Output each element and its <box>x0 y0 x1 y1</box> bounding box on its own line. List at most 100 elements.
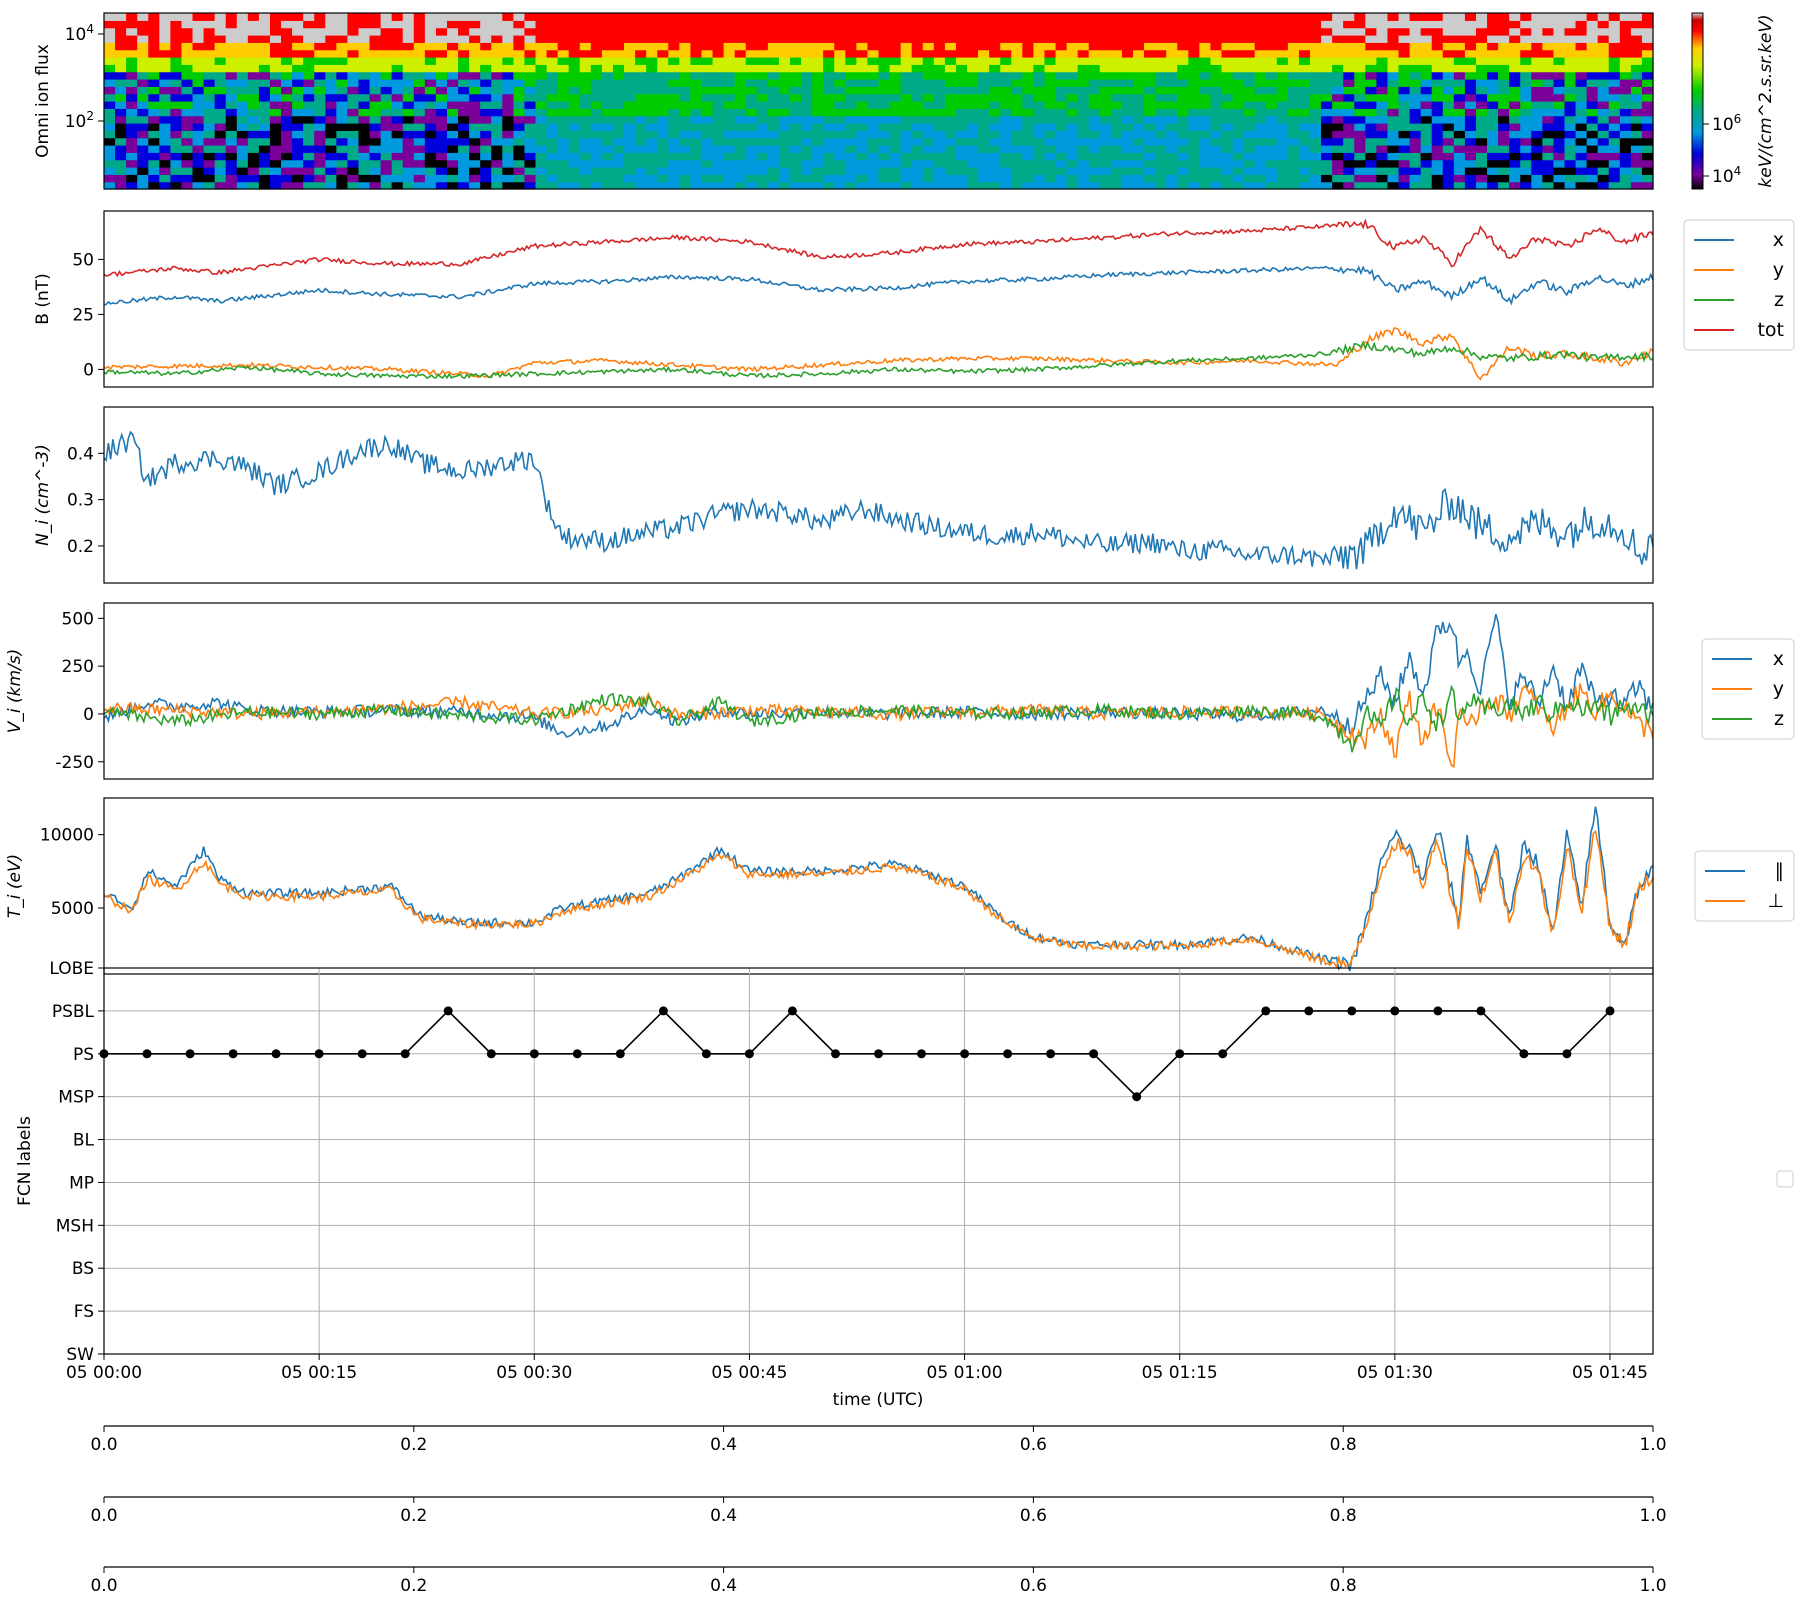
spectrogram-cell <box>856 13 869 21</box>
spectrogram-cell <box>933 167 946 175</box>
spectrogram-cell <box>723 57 736 65</box>
spectrogram-cell <box>723 42 736 51</box>
spectrogram-cell <box>1431 79 1444 87</box>
spectrogram-cell <box>590 86 603 95</box>
spectrogram-cell <box>967 71 979 80</box>
spectrogram-cell <box>646 57 658 65</box>
spectrogram-cell <box>181 123 194 131</box>
spectrogram-cell <box>402 101 415 109</box>
spectrogram-cell <box>1531 167 1543 175</box>
spectrogram-cell <box>314 167 326 175</box>
spectrogram-cell <box>181 108 194 117</box>
spectrogram-cell <box>635 108 647 117</box>
spectrogram-cell <box>458 152 470 161</box>
spectrogram-cell <box>1210 137 1223 146</box>
x-tick-label: 0.0 <box>90 1435 117 1455</box>
spectrogram-cell <box>225 49 238 58</box>
spectrogram-cell <box>469 123 481 131</box>
spectrogram-cell <box>1298 57 1311 65</box>
spectrogram-cell <box>115 130 127 139</box>
spectrogram-cell <box>126 13 138 21</box>
spectrogram-cell <box>1110 27 1123 36</box>
spectrogram-cell <box>413 71 426 80</box>
x-tick-label: 05 01:45 <box>1572 1363 1648 1383</box>
spectrogram-cell <box>1033 86 1046 95</box>
spectrogram-cell <box>258 64 271 73</box>
spectrogram-cell <box>712 57 725 65</box>
spectrogram-cell <box>1199 101 1212 109</box>
spectrogram-cell <box>435 13 448 21</box>
spectrogram-cell <box>1099 35 1112 43</box>
spectrogram-cell <box>115 42 127 51</box>
spectrogram-cell <box>247 42 260 51</box>
spectrogram-cell <box>801 71 813 80</box>
spectrogram-cell <box>1575 152 1588 161</box>
spectrogram-cell <box>303 152 315 161</box>
spectrogram-cell <box>458 137 470 146</box>
spectrogram-cell <box>812 123 824 131</box>
spectrogram-cell <box>1121 130 1134 139</box>
spectrogram-cell <box>712 159 725 168</box>
spectrogram-cell <box>1630 20 1643 29</box>
spectrogram-cell <box>867 57 880 65</box>
spectrogram-cell <box>933 123 946 131</box>
spectrogram-cell <box>1199 108 1212 117</box>
spectrogram-cell <box>911 64 924 73</box>
spectrogram-cell <box>1066 79 1079 87</box>
spectrogram-cell <box>159 167 171 175</box>
spectrogram-cell <box>635 35 647 43</box>
spectrogram-cell <box>1332 86 1344 95</box>
spectrogram-cell <box>690 42 703 51</box>
spectrogram-cell <box>1000 108 1012 117</box>
spectrogram-cell <box>856 64 869 73</box>
spectrogram-cell <box>878 57 891 65</box>
spectrogram-cell <box>1298 152 1311 161</box>
spectrogram-cell <box>1343 152 1355 161</box>
spectrogram-cell <box>1475 64 1488 73</box>
spectrogram-cell <box>579 108 592 117</box>
spectrogram-cell <box>922 42 935 51</box>
spectrogram-cell <box>258 174 271 183</box>
spectrogram-cell <box>1343 167 1355 175</box>
spectrogram-cell <box>1641 167 1654 175</box>
spectrogram-cell <box>789 159 802 168</box>
spectrogram-cell <box>1564 57 1577 65</box>
spectrogram-cell <box>878 101 891 109</box>
spectrogram-cell <box>889 71 902 80</box>
spectrogram-cell <box>347 93 360 102</box>
spectrogram-cell <box>856 115 869 124</box>
spectrogram-cell <box>1000 27 1012 36</box>
spectrogram-cell <box>856 167 869 175</box>
spectrogram-cell <box>1221 115 1234 124</box>
spectrogram-cell <box>236 159 249 168</box>
spectrogram-cell <box>1641 101 1654 109</box>
spectrogram-frame <box>103 12 1654 190</box>
spectrogram-cell <box>1387 181 1400 190</box>
spectrogram-cell <box>424 181 437 190</box>
spectrogram-cell <box>668 57 680 65</box>
spectrogram-cell <box>303 181 315 190</box>
spectrogram-cell <box>579 159 592 168</box>
spectrogram-cell <box>1144 49 1156 58</box>
spectrogram-cell <box>900 159 913 168</box>
spectrogram-cell <box>801 137 813 146</box>
spectrogram-cell <box>391 79 404 87</box>
spectrogram-cell <box>1033 71 1046 80</box>
spectrogram-cell <box>745 159 758 168</box>
spectrogram-cell <box>767 159 780 168</box>
spectrogram-cell <box>745 49 758 58</box>
spectrogram-cell <box>1188 101 1200 109</box>
spectrogram-cell <box>1564 93 1577 102</box>
spectrogram-cell <box>690 13 703 21</box>
spectrogram-cell <box>1321 49 1333 58</box>
spectrogram-cell <box>1055 137 1068 146</box>
temperature-frame <box>103 797 1654 975</box>
spectrogram-cell <box>900 174 913 183</box>
series-line-y <box>103 327 1654 381</box>
spectrogram-cell <box>1000 13 1012 21</box>
spectrogram-cell <box>380 130 393 139</box>
spectrogram-cell <box>524 13 537 21</box>
spectrogram-cell <box>1542 79 1555 87</box>
spectrogram-cell <box>635 42 647 51</box>
spectrogram-cell <box>635 115 647 124</box>
